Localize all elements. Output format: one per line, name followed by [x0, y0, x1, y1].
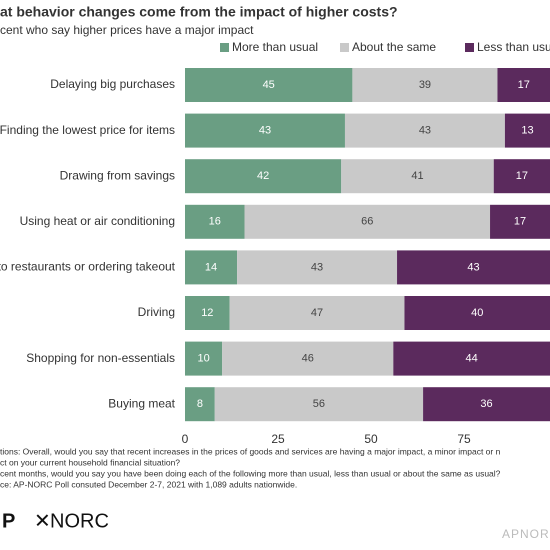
bar-segment — [490, 204, 550, 239]
value-label: 14 — [205, 261, 217, 273]
bar-segment — [237, 250, 398, 285]
bar-segment — [397, 250, 550, 285]
bar-segment — [185, 113, 345, 148]
value-label: 41 — [411, 170, 423, 182]
category-label: Drawing from savings — [60, 168, 175, 182]
bar-segment — [393, 341, 550, 376]
legend-swatch — [340, 43, 349, 52]
chart-subtitle: cent who say higher prices have a major … — [0, 23, 254, 37]
legend-label: Less than usual — [477, 40, 550, 54]
bar-segment — [352, 68, 498, 102]
bar-segment — [185, 68, 353, 102]
footnote: cent months, would you say you have been… — [0, 468, 501, 478]
bar-segment — [185, 296, 230, 330]
value-label: 16 — [209, 216, 221, 228]
bar-segment — [344, 113, 505, 148]
bar-segment — [222, 341, 394, 376]
logo: P — [2, 510, 15, 532]
bar-segment — [504, 113, 550, 148]
value-label: 56 — [313, 398, 325, 410]
bar-segment — [185, 159, 342, 194]
value-label: 17 — [518, 79, 530, 91]
footnote: ce: AP-NORC Poll consuted December 2-7, … — [0, 479, 297, 489]
value-label: 39 — [419, 79, 431, 91]
legend-swatch — [465, 43, 474, 52]
value-label: 17 — [516, 170, 528, 182]
value-label: 8 — [197, 398, 203, 410]
category-label: Buying meat — [108, 396, 175, 410]
logo: APNORC — [502, 527, 550, 541]
value-label: 36 — [480, 398, 492, 410]
legend-label: About the same — [352, 40, 436, 54]
value-label: 43 — [419, 125, 431, 137]
bar-segment — [214, 387, 424, 422]
bar-segment — [341, 159, 494, 194]
value-label: 12 — [201, 307, 213, 319]
footnote: tions: Overall, would you say that recen… — [0, 446, 501, 456]
legend-label: More than usual — [232, 40, 318, 54]
bar-segment — [185, 250, 238, 285]
value-label: 42 — [257, 170, 269, 182]
value-label: 66 — [361, 216, 373, 228]
bar-segment — [185, 341, 223, 376]
logo: NORC — [50, 510, 109, 532]
x-tick-label: 0 — [182, 432, 189, 446]
value-label: 43 — [311, 261, 323, 273]
bar-segment — [244, 204, 491, 239]
category-label: Finding the lowest price for items — [0, 123, 175, 137]
category-label: to restaurants or ordering takeout — [0, 260, 176, 274]
value-label: 47 — [311, 307, 323, 319]
value-label: 43 — [467, 261, 479, 273]
value-label: 13 — [521, 125, 533, 137]
category-label: Delaying big purchases — [50, 77, 175, 91]
bar-segment — [185, 204, 245, 239]
bar-segment — [185, 387, 215, 422]
category-label: Using heat or air conditioning — [20, 214, 175, 228]
x-tick-label: 25 — [271, 432, 285, 446]
value-label: 40 — [471, 307, 483, 319]
value-label: 10 — [197, 353, 209, 365]
value-label: 46 — [302, 353, 314, 365]
category-label: Driving — [138, 305, 175, 319]
value-label: 43 — [259, 125, 271, 137]
logo: ✕ — [34, 510, 51, 532]
value-label: 45 — [263, 79, 275, 91]
bar-segment — [497, 68, 550, 102]
category-label: Shopping for non-essentials — [26, 351, 175, 365]
x-tick-label: 50 — [364, 432, 378, 446]
bar-segment — [493, 159, 550, 194]
legend-swatch — [220, 43, 229, 52]
bar-segment — [404, 296, 550, 330]
bar-segment — [229, 296, 405, 330]
value-label: 44 — [466, 353, 478, 365]
chart-title: at behavior changes come from the impact… — [0, 4, 398, 20]
footnote: ct on your current household financial s… — [0, 457, 180, 467]
bar-segment — [423, 387, 550, 422]
value-label: 17 — [514, 216, 526, 228]
x-tick-label: 75 — [457, 432, 471, 446]
